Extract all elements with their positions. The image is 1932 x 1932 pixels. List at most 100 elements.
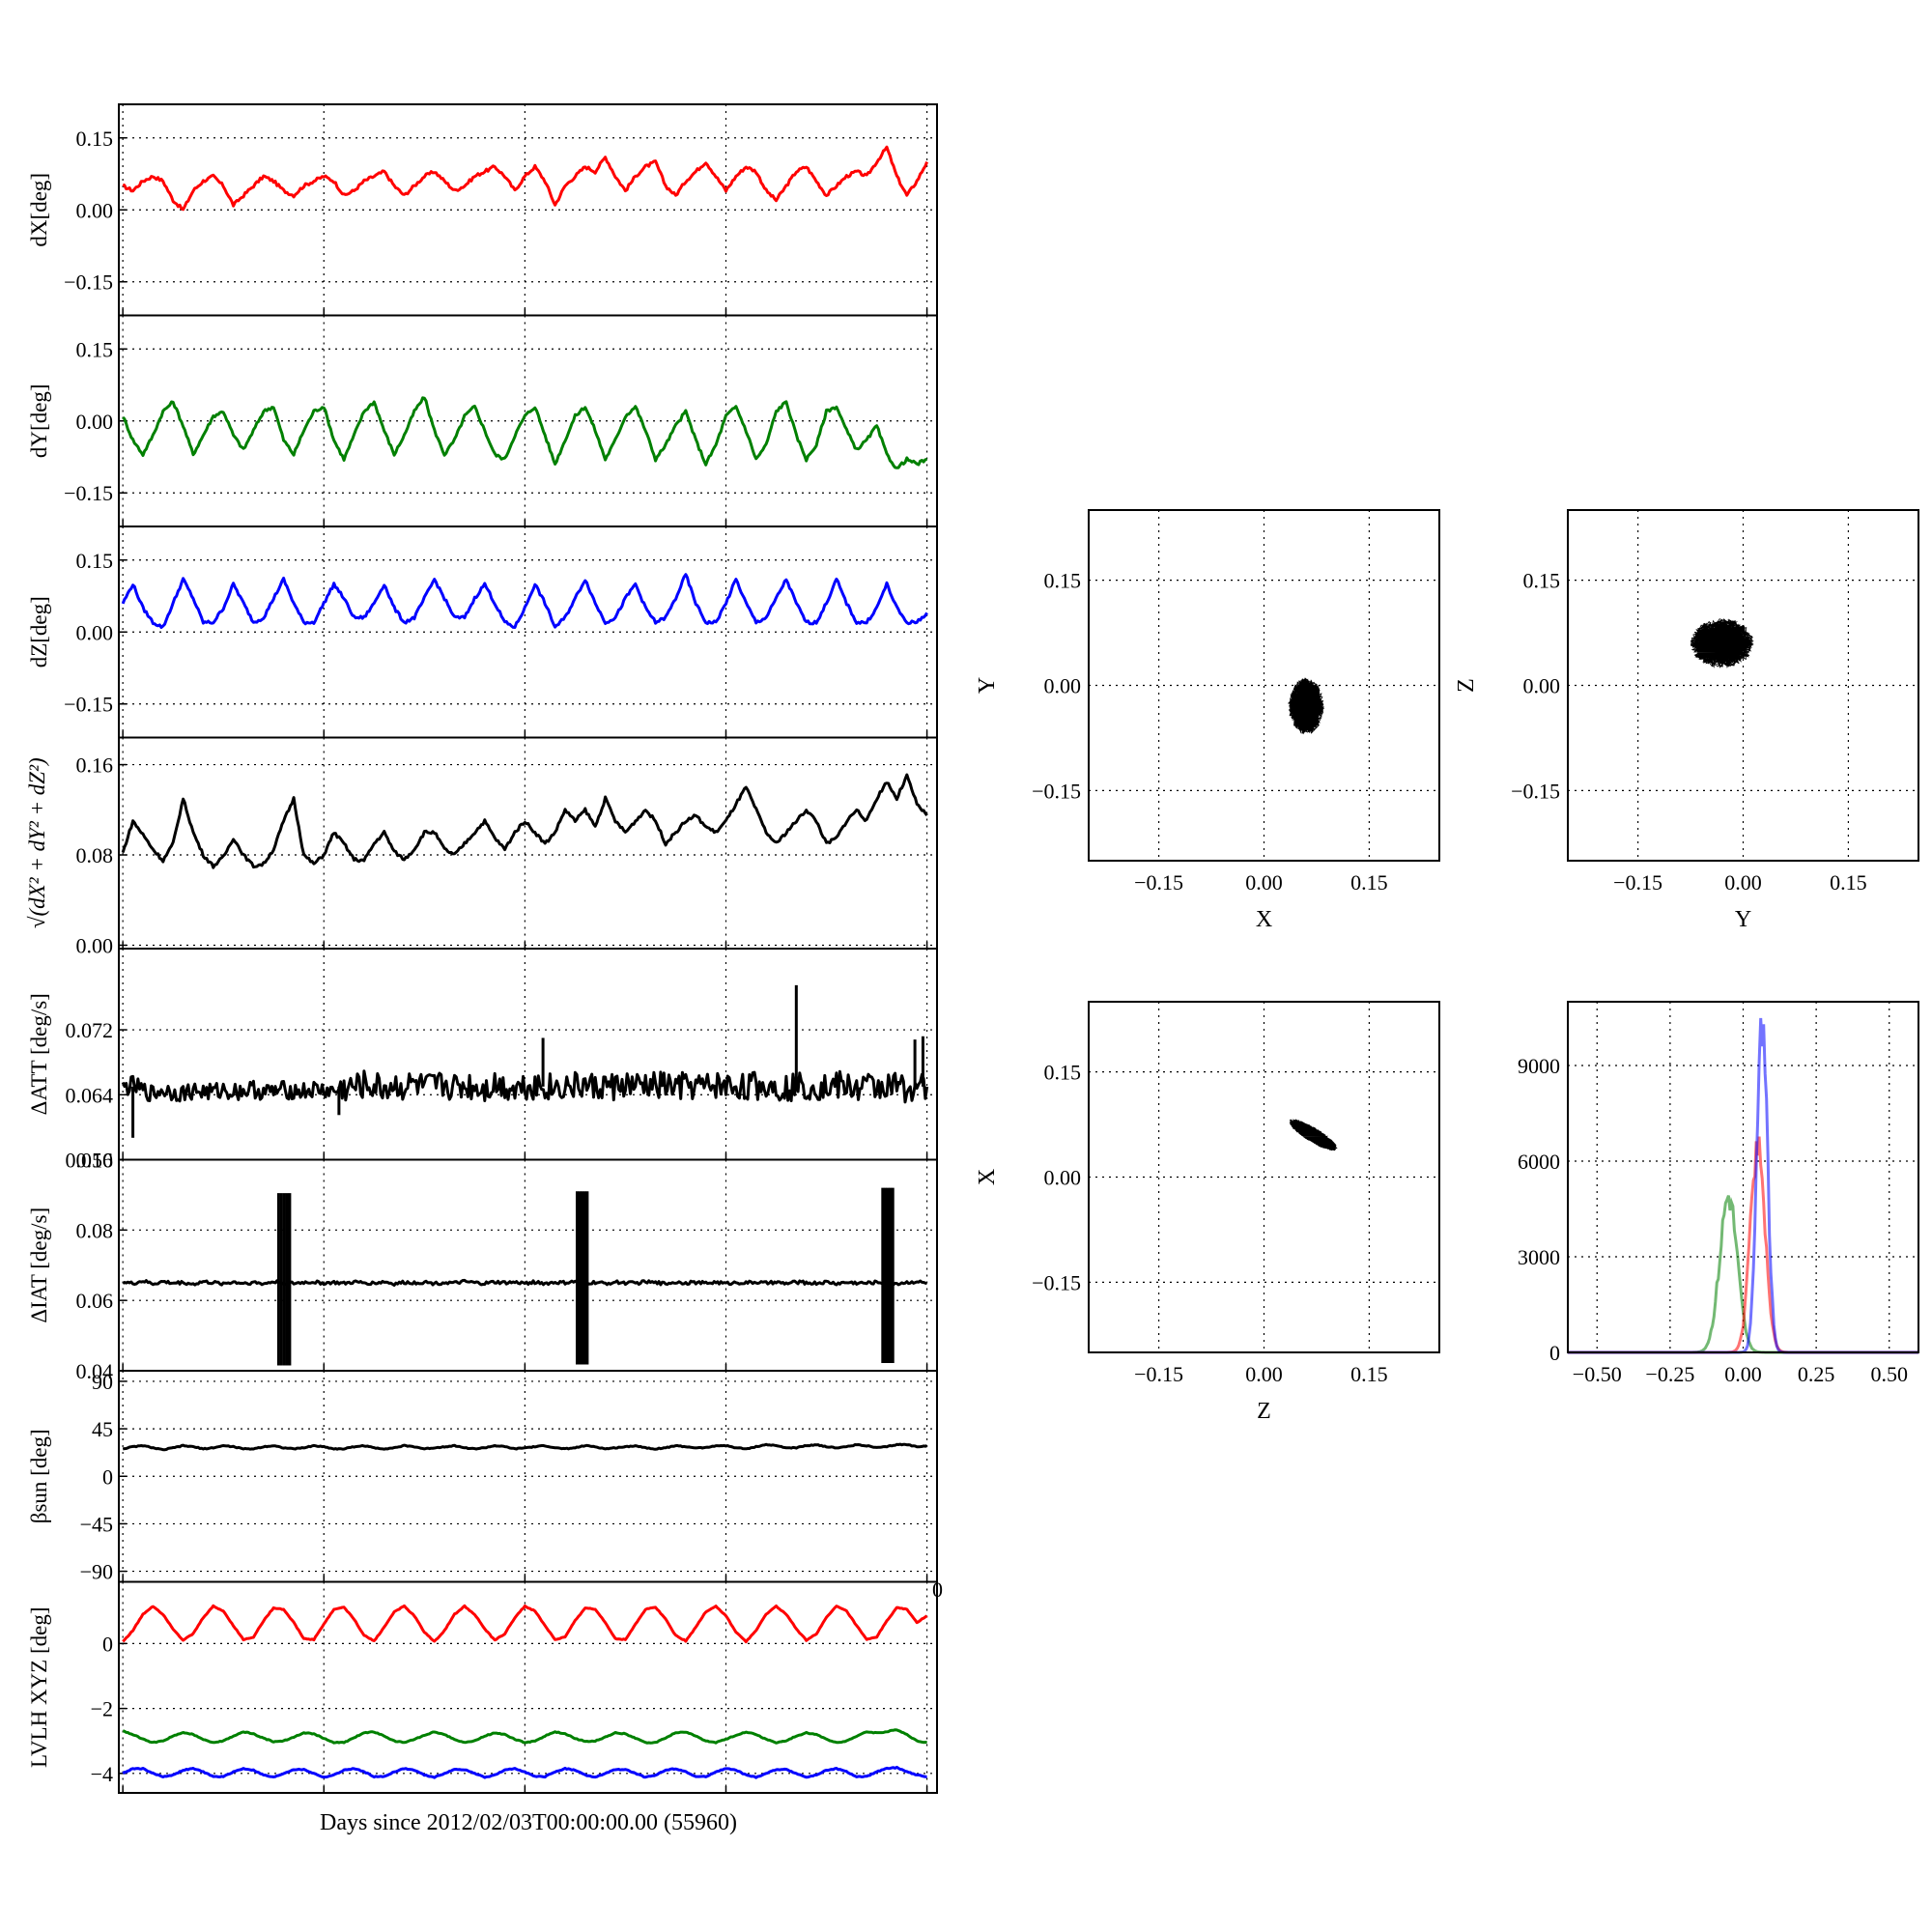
x-axis-label: Y: [1735, 907, 1751, 932]
y-axis-label: dX[deg]: [27, 173, 51, 247]
y-tick-label: 0.15: [1044, 569, 1082, 593]
y-tick-label: 0.15: [1523, 569, 1561, 593]
series-line-black: [121, 773, 928, 869]
y-tick-label: 0.00: [1044, 1166, 1082, 1190]
y-tick-label: −90: [80, 1560, 113, 1584]
series-line-black: [122, 1442, 928, 1452]
series-group: [121, 773, 928, 869]
y-tick-label: 0: [102, 1464, 113, 1489]
y-tick-label: 0: [1549, 1341, 1560, 1365]
series-line-red: [122, 145, 928, 212]
series-line-green: [122, 396, 927, 469]
y-axis-label: ΔATT [deg/s]: [27, 993, 51, 1115]
x-tick-label: 0.00: [1245, 870, 1283, 895]
y-tick-label: −0.15: [64, 481, 113, 505]
series-group: [122, 1187, 928, 1366]
scatter-panel-2: −0.15 −0.15 0.00 0.00 0.15 0.15 Y Z: [1454, 509, 1919, 932]
scatter-panel-1: −0.15 −0.15 0.00 0.00 0.15 0.15 X Y: [975, 509, 1440, 932]
y-tick-label: 0.00: [76, 198, 114, 222]
y-tick-label: 45: [92, 1417, 113, 1441]
y-tick-label: 0.064: [66, 1083, 114, 1107]
series-group: [122, 1442, 928, 1452]
plots-layer: −0.15 0.00 0.15 dX[deg] −0.15 0.00 0.15 dY[deg]…: [25, 103, 1919, 1794]
y-tick-label: 6000: [1518, 1150, 1560, 1174]
y-tick-label: 0.15: [76, 549, 114, 573]
y-axis-label: LVLH XYZ [deg]: [27, 1606, 51, 1768]
series-group: [122, 145, 928, 212]
timeseries-panel-5: 0.056 0.064 0.072 ΔATT [deg/s]: [27, 948, 938, 1173]
y-tick-label: 0.15: [76, 337, 114, 361]
panel-frame: [1567, 1001, 1919, 1353]
stray-tick-label: 0: [932, 1577, 943, 1602]
y-axis-label: Z: [1454, 678, 1479, 693]
panel-frame: [118, 736, 938, 950]
x-tick-label: −0.15: [1134, 1362, 1183, 1386]
x-tick-label: 0.25: [1798, 1362, 1835, 1386]
y-tick-label: 0.00: [1044, 674, 1082, 698]
timeseries-panel-8: −4 −2 0 LVLH XYZ [deg]: [27, 1580, 938, 1794]
y-tick-label: 9000: [1518, 1054, 1560, 1078]
y-tick-label: −2: [91, 1697, 113, 1721]
scatter-trace: [1289, 1119, 1338, 1151]
x-tick-label: 0.00: [1245, 1362, 1283, 1386]
panel-frame: [1567, 509, 1919, 862]
y-tick-label: 0.15: [76, 127, 114, 151]
y-tick-label: 0: [102, 1632, 113, 1656]
series-group: [122, 396, 927, 469]
histogram-panel: −0.50 −0.25 0.00 0.25 0.50 0 3000 6000 9000: [1518, 1001, 1919, 1386]
y-tick-label: 0.00: [76, 410, 114, 434]
timeseries-panel-3: −0.15 0.00 0.15 dZ[deg]: [27, 526, 938, 739]
series-line-black: [121, 1069, 929, 1104]
y-axis-label: ΔIAT [deg/s]: [27, 1208, 51, 1323]
y-tick-label: 3000: [1518, 1245, 1560, 1269]
y-tick-label: 0.08: [76, 1218, 114, 1242]
series-group: [121, 573, 928, 629]
timeseries-panel-7: −90 −45 0 45 90 βsun [deg]: [27, 1370, 938, 1584]
y-tick-label: 0.00: [76, 620, 114, 644]
y-axis-label: Y: [975, 677, 1000, 694]
y-tick-label: −4: [91, 1762, 113, 1786]
x-tick-label: 0.00: [1724, 1362, 1762, 1386]
timeseries-panel-1: −0.15 0.00 0.15 dX[deg]: [27, 103, 938, 317]
y-tick-label: 0.10: [76, 1149, 114, 1173]
y-tick-label: 0.15: [1044, 1061, 1082, 1085]
series-line-red: [122, 1604, 928, 1644]
panel-frame: [118, 1580, 938, 1794]
y-axis-label: βsun [deg]: [27, 1429, 51, 1523]
series-group: [122, 1604, 928, 1779]
bottom-xlabel: Days since 2012/02/03T00:00:00.00 (55960…: [320, 1810, 737, 1835]
y-tick-label: −0.15: [1032, 1270, 1081, 1294]
series-line-black: [122, 1278, 928, 1287]
y-tick-label: −0.15: [64, 693, 113, 717]
y-tick-label: 0.00: [1523, 674, 1561, 698]
scatter-trace: [1287, 676, 1325, 735]
y-tick-label: 0.072: [66, 1018, 114, 1042]
y-tick-label: 90: [92, 1370, 113, 1394]
scatter-panel-3: −0.15 −0.15 0.00 0.00 0.15 0.15 Z X: [975, 1001, 1440, 1424]
x-tick-label: −0.15: [1613, 870, 1662, 895]
x-tick-label: 0.50: [1871, 1362, 1909, 1386]
x-tick-label: 0.15: [1830, 870, 1867, 895]
scatter-trace: [1690, 618, 1754, 668]
x-tick-label: −0.25: [1645, 1362, 1694, 1386]
x-tick-label: 0.15: [1350, 870, 1388, 895]
panel-frame: [118, 948, 938, 1161]
y-tick-label: 0.06: [76, 1289, 114, 1313]
y-tick-label: 0.16: [76, 753, 114, 778]
y-axis-label: √(dX² + dY² + dZ²): [25, 757, 49, 928]
x-tick-label: −0.50: [1573, 1362, 1622, 1386]
y-tick-label: −0.15: [64, 270, 113, 295]
y-tick-label: 0.00: [76, 933, 114, 957]
panel-frame: [1088, 1001, 1440, 1353]
y-tick-label: 0.04: [76, 1359, 114, 1383]
histogram-line-red: [1568, 1136, 1918, 1354]
series-line-blue: [121, 573, 928, 629]
y-axis-label: dZ[deg]: [27, 596, 51, 668]
y-axis-label: dY[deg]: [27, 384, 51, 458]
series-line-blue: [122, 1765, 927, 1779]
y-tick-label: −0.15: [1032, 779, 1081, 803]
panel-frame: [118, 1158, 938, 1372]
series-group: [121, 984, 929, 1138]
series-line-green: [122, 1728, 927, 1745]
